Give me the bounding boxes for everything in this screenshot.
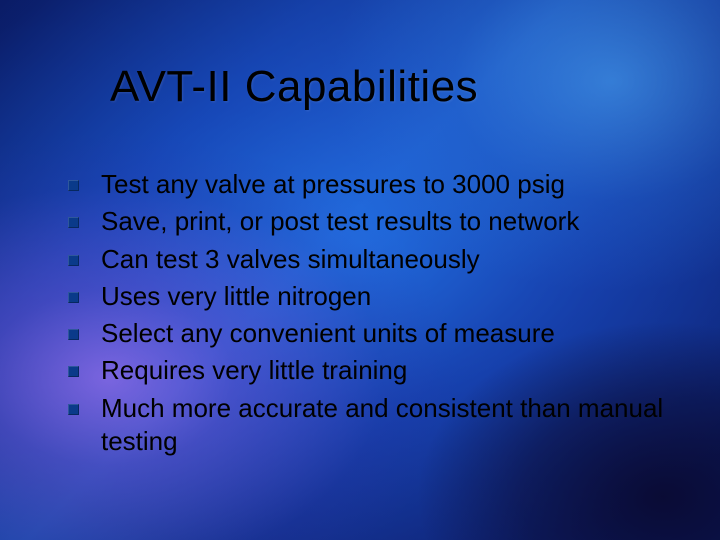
bullet-square-icon [68,217,79,228]
bullet-square-icon [68,329,79,340]
bullet-text: Much more accurate and consistent than m… [101,392,680,459]
list-item: Uses very little nitrogen [68,280,680,313]
list-item: Can test 3 valves simultaneously [68,243,680,276]
list-item: Save, print, or post test results to net… [68,205,680,238]
bullet-text: Save, print, or post test results to net… [101,205,680,238]
bullet-text: Test any valve at pressures to 3000 psig [101,168,680,201]
bullet-text: Select any convenient units of measure [101,317,680,350]
bullet-square-icon [68,366,79,377]
bullet-square-icon [68,404,79,415]
list-item: Select any convenient units of measure [68,317,680,350]
list-item: Requires very little training [68,354,680,387]
bullet-text: Requires very little training [101,354,680,387]
list-item: Much more accurate and consistent than m… [68,392,680,459]
bullet-list: Test any valve at pressures to 3000 psig… [68,168,680,462]
bullet-text: Can test 3 valves simultaneously [101,243,680,276]
slide: AVT-II Capabilities Test any valve at pr… [0,0,720,540]
bullet-square-icon [68,255,79,266]
bullet-square-icon [68,180,79,191]
slide-title: AVT-II Capabilities [110,62,478,112]
list-item: Test any valve at pressures to 3000 psig [68,168,680,201]
bullet-text: Uses very little nitrogen [101,280,680,313]
bullet-square-icon [68,292,79,303]
